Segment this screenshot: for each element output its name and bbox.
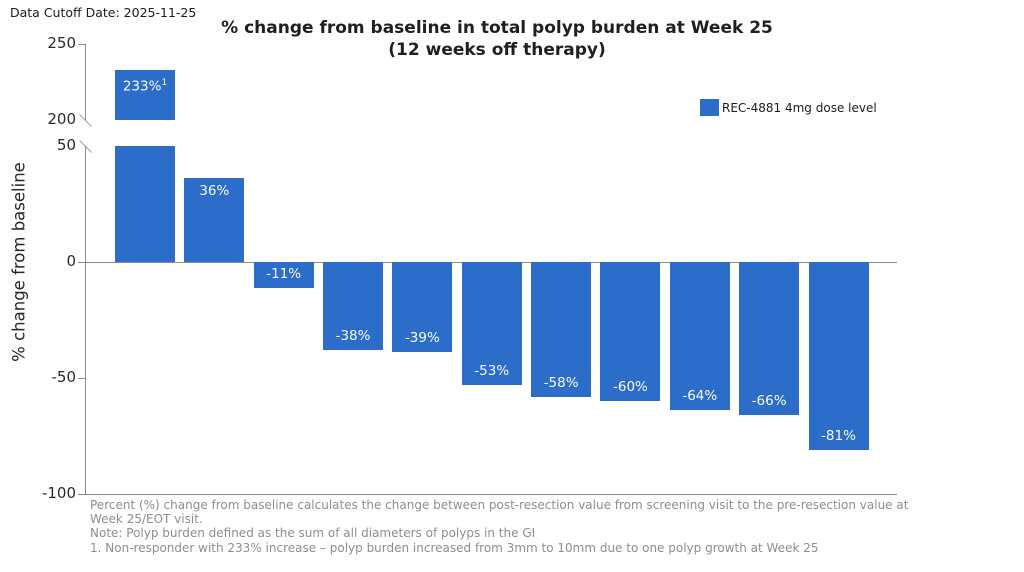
bar xyxy=(461,262,522,385)
bar-overflow-segment xyxy=(115,69,175,120)
bar xyxy=(739,262,800,416)
bar-value-label: -60% xyxy=(612,379,648,396)
bar-value-label: -39% xyxy=(404,330,440,347)
y-tick-mark xyxy=(78,261,85,263)
bar-value-label: -53% xyxy=(474,362,510,379)
bar-value-label: 36% xyxy=(199,183,230,200)
chart-title: % change from baseline in total polyp bu… xyxy=(221,18,773,38)
bar-value-label: -66% xyxy=(751,393,787,410)
bar xyxy=(669,262,730,411)
bar-value-label: -81% xyxy=(821,427,856,444)
bar xyxy=(392,262,453,353)
legend: REC-4881 4mg dose level xyxy=(700,99,877,116)
footnote-line: 1. Non-responder with 233% increase – po… xyxy=(90,540,819,555)
y-tick-mark xyxy=(78,493,85,495)
y-tick-mark xyxy=(78,43,85,45)
y-axis-spine-segment-1 xyxy=(85,146,86,494)
y-axis-spine-segment-0 xyxy=(85,44,86,120)
footnote-line: Note: Polyp burden defined as the sum of… xyxy=(90,526,536,541)
bar xyxy=(600,262,661,402)
x-axis-bottom-spine xyxy=(85,494,897,495)
legend-series-label: REC-4881 4mg dose level xyxy=(722,100,877,115)
y-axis-label: % change from baseline xyxy=(9,162,29,362)
chart-title-block: % change from baseline in total polyp bu… xyxy=(87,17,907,61)
bar-value-label: -58% xyxy=(543,374,579,391)
bar-value-label: -11% xyxy=(266,265,302,282)
bar-label-footnote-ref: 1 xyxy=(161,77,168,88)
y-tick-label-0: 0 xyxy=(66,252,76,270)
bar xyxy=(531,262,592,397)
legend-color-swatch xyxy=(700,99,719,116)
y-tick-label-200: 200 xyxy=(47,110,76,128)
footnotes: Percent (%) change from baseline calcula… xyxy=(90,498,920,555)
bar xyxy=(808,262,869,450)
bar xyxy=(184,178,245,262)
chart-subtitle: (12 weeks off therapy) xyxy=(388,40,606,60)
footnote-line: Week 25/EOT visit. xyxy=(90,512,203,527)
bar xyxy=(323,262,384,351)
bar xyxy=(115,146,175,262)
y-tick-label--100: -100 xyxy=(41,484,76,502)
y-tick-label-50: 50 xyxy=(56,136,76,154)
bar-value-label: -64% xyxy=(682,388,718,405)
y-tick-label-250: 250 xyxy=(47,34,76,52)
data-cutoff-date: Data Cutoff Date: 2025-11-25 xyxy=(10,5,197,20)
y-tick-mark xyxy=(78,377,85,379)
bar xyxy=(253,262,314,288)
y-tick-label--50: -50 xyxy=(51,368,77,386)
bar-value-label: -38% xyxy=(335,328,371,345)
bar-value-label: 233%1 xyxy=(122,77,168,95)
footnote-line: Percent (%) change from baseline calcula… xyxy=(90,498,909,512)
